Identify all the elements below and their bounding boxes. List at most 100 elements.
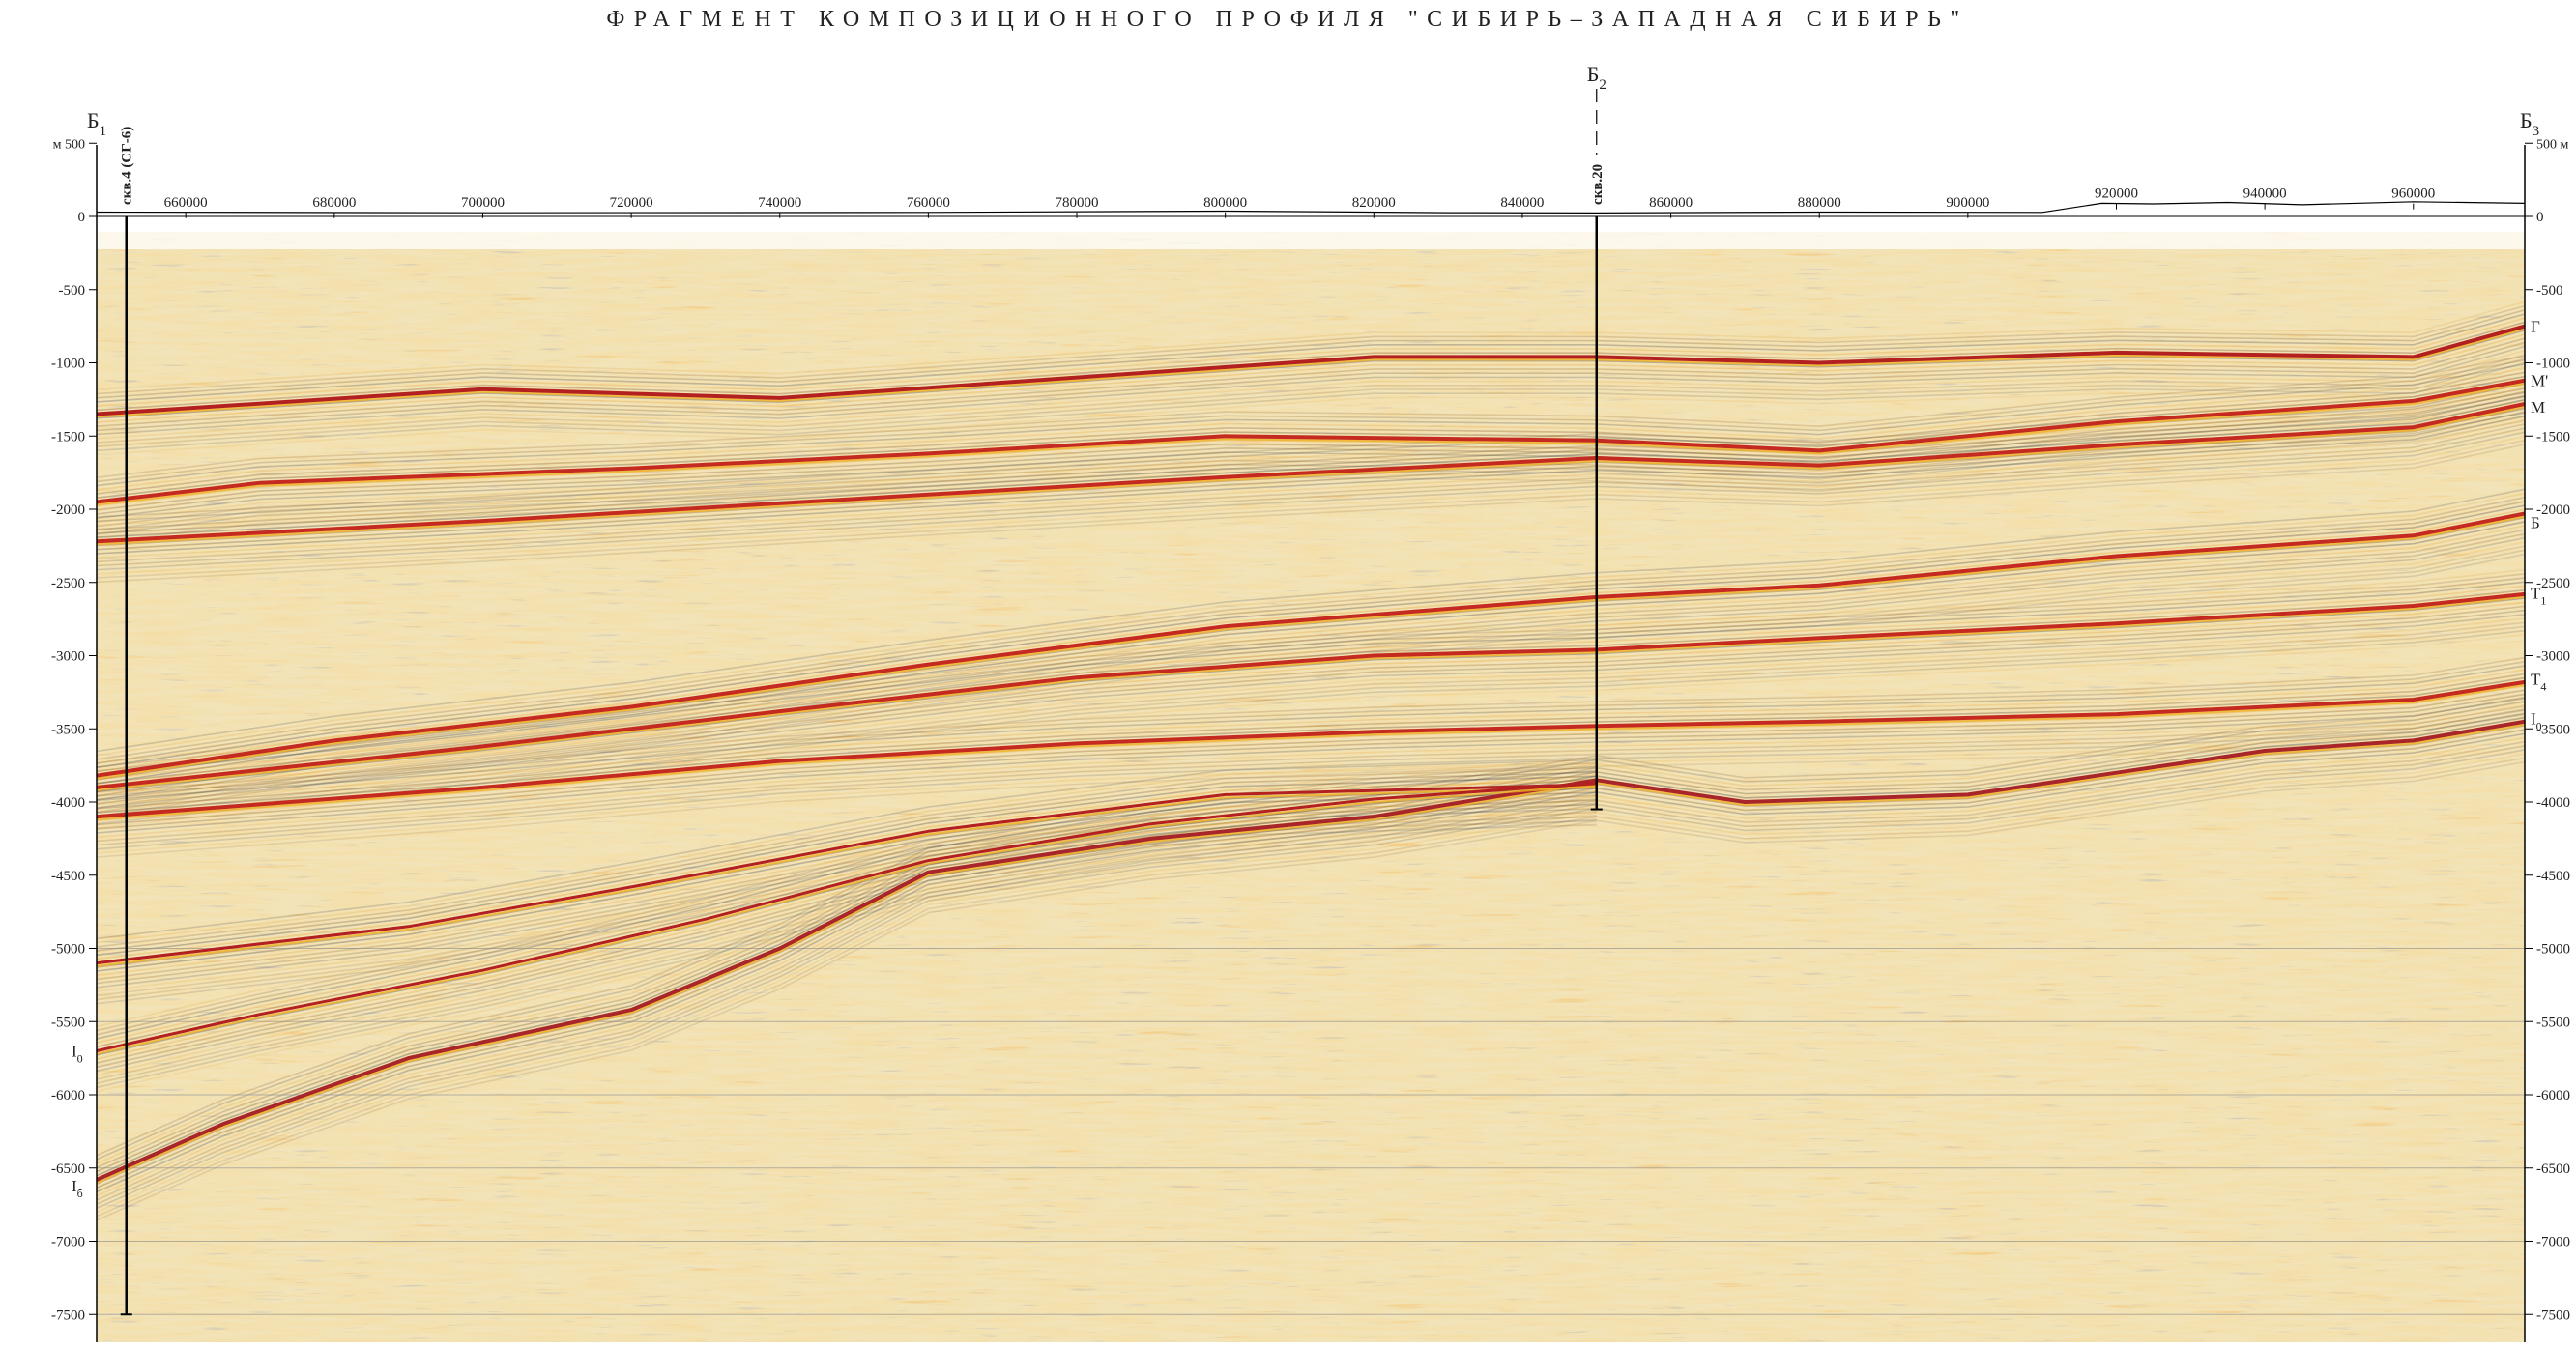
x-tick-label: 700000 xyxy=(461,195,505,211)
reflector-band xyxy=(97,779,1597,960)
reflector-band xyxy=(97,395,2525,519)
horizon-halo-Ib2 xyxy=(97,785,1597,1055)
reflector-band xyxy=(97,504,2525,769)
horizon-label-left: Iб xyxy=(72,1177,83,1200)
reflector-band xyxy=(97,358,2525,483)
well-label: скв.4 (СГ-6) xyxy=(120,127,135,205)
horizon-G xyxy=(97,324,2525,416)
reflector-band xyxy=(97,419,2525,544)
x-tick-label: 760000 xyxy=(907,195,950,211)
reflector-band xyxy=(97,545,2525,810)
depth-tick-label: -4500 xyxy=(2536,869,2570,884)
reflector-band xyxy=(97,488,2525,753)
reflector-band xyxy=(97,367,2525,491)
reflector-band xyxy=(97,712,2525,1173)
reflector-band xyxy=(97,529,2525,793)
x-tick-label: 720000 xyxy=(610,195,653,211)
profile-frame xyxy=(96,145,2526,1342)
horizon-halo-B xyxy=(97,515,2525,780)
reflector-band xyxy=(97,521,2525,785)
reflector-band xyxy=(97,717,2525,854)
reflector-band xyxy=(97,673,2525,810)
reflector-band xyxy=(97,492,2525,757)
wells: скв.4 (СГ-6) скв.20 xyxy=(120,127,1606,1316)
depth-tick-label: -7000 xyxy=(51,1235,85,1250)
profile-point-right: Б3 xyxy=(2520,108,2539,139)
depth-tick-label: -1500 xyxy=(51,429,85,444)
reflector-band xyxy=(97,794,1597,1064)
depth-tick-label: -2000 xyxy=(2536,502,2570,518)
reflector-band xyxy=(97,775,1597,957)
reflector-band xyxy=(97,740,2525,1201)
reflector-band xyxy=(97,399,2525,524)
reflector-band xyxy=(97,749,2525,1210)
horizon-label-right: Б xyxy=(2531,514,2540,532)
x-tick-label: 920000 xyxy=(2095,186,2138,202)
depth-tick-label: -6000 xyxy=(51,1088,85,1103)
reflector-band xyxy=(97,765,1597,1036)
reflector-band xyxy=(97,333,2525,423)
horizon-label-right: М' xyxy=(2531,372,2548,390)
reflector-band xyxy=(97,358,2525,447)
x-tick-label: 900000 xyxy=(1946,195,1989,211)
reflector-band xyxy=(97,337,2525,427)
x-tick-label: 940000 xyxy=(2243,186,2287,202)
depth-tick-label: -4500 xyxy=(51,869,85,884)
near-surface-blank xyxy=(97,232,2525,249)
reflector-band xyxy=(97,789,1597,1060)
reflector-band xyxy=(97,815,1597,1084)
reflector-band xyxy=(97,806,1597,1076)
x-tick-label: 660000 xyxy=(164,195,208,211)
depth-tick-label: -2000 xyxy=(51,502,85,518)
depth-tick-label: -4000 xyxy=(2536,795,2570,811)
x-tick-label: 780000 xyxy=(1056,195,1099,211)
reflector-band xyxy=(97,614,2525,809)
depth-label-zero: 0 xyxy=(2536,210,2544,225)
reflector-band xyxy=(97,387,2525,511)
x-tick-label: 820000 xyxy=(1352,195,1396,211)
reflector-band xyxy=(97,617,2525,813)
reflector-band xyxy=(97,745,2525,1205)
reflector-band xyxy=(97,736,2525,1197)
depth-tick-label: -3500 xyxy=(2536,722,2570,737)
reflector-band xyxy=(97,496,2525,760)
depth-tick-label: -5500 xyxy=(51,1015,85,1030)
depth-tick-label: -5000 xyxy=(51,942,85,958)
reflector-band xyxy=(97,625,2525,821)
horizon-label-right: T4 xyxy=(2531,671,2546,694)
reflector-band xyxy=(97,341,2525,432)
reflector-band xyxy=(97,605,2525,801)
reflector-band xyxy=(97,763,1597,944)
reflector-band xyxy=(97,309,2525,399)
reflector-band xyxy=(97,588,2525,785)
surface-relief xyxy=(96,201,2526,215)
depth-tick-label: -7500 xyxy=(2536,1307,2570,1323)
depth-axis-right: 0 500 м -500 -1000 -1500 -2000 -2500 -3000 -3500… xyxy=(2525,137,2570,1323)
horizon-halo-Ib1 xyxy=(97,786,1597,967)
reflector-band xyxy=(97,795,1597,977)
depth-tick-label: -1000 xyxy=(2536,357,2570,372)
reflector-band xyxy=(97,365,2525,456)
reflector-band xyxy=(97,597,2525,792)
depth-tick-label: -500 xyxy=(59,283,86,299)
horizon-label-right: М xyxy=(2531,398,2545,416)
profile-point-left: Б1 xyxy=(87,108,106,139)
reflector-band xyxy=(97,753,2525,1214)
reflector-band xyxy=(97,601,2525,797)
reflector-band xyxy=(97,541,2525,805)
x-tick-label: 860000 xyxy=(1649,195,1693,211)
reflector-band xyxy=(97,808,1597,989)
seismic-image xyxy=(97,232,2525,1342)
well-label: скв.20 xyxy=(1590,164,1606,205)
depth-tick-label: -6500 xyxy=(2536,1161,2570,1177)
reflector-band xyxy=(97,317,2525,407)
reflector-band xyxy=(97,760,2525,1221)
reflector-band xyxy=(97,532,2525,797)
reflector-band xyxy=(97,549,2525,814)
reflector-band xyxy=(97,621,2525,817)
reflector-band xyxy=(97,304,2525,395)
reflector-band xyxy=(97,371,2525,495)
reflector-band xyxy=(97,508,2525,773)
reflector-band xyxy=(97,585,2525,781)
